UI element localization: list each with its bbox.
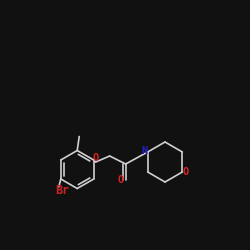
Text: O: O	[118, 175, 124, 185]
Text: O: O	[182, 167, 188, 177]
Text: N: N	[142, 146, 148, 156]
Text: Br: Br	[56, 184, 70, 196]
Text: O: O	[92, 153, 99, 163]
